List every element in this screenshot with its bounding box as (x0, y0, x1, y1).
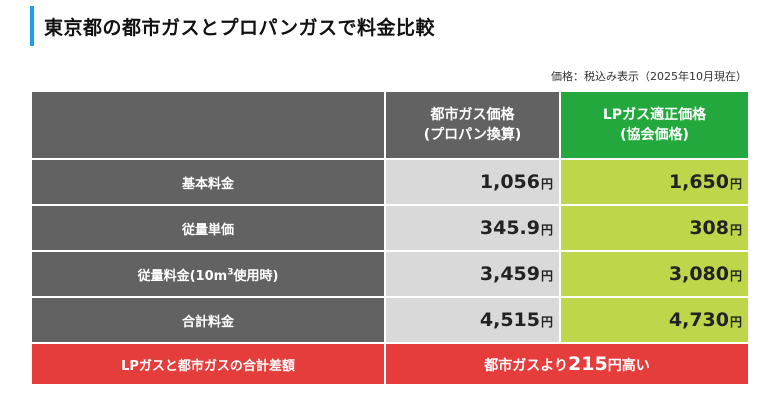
difference-label: LPガスと都市ガスの合計差額 (30, 342, 386, 386)
header-lp-line1: LPガス適正価格 (602, 107, 707, 123)
city-gas-value: 3,459円 (384, 250, 561, 298)
price-comparison-table: 都市ガス価格 (プロパン換算) LPガス適正価格 (協会価格) 基本料金 1,0… (30, 90, 750, 386)
row-label: 従量料金(10m3使用時) (30, 250, 386, 298)
lp-gas-value: 3,080円 (559, 250, 750, 298)
page-heading: 東京都の都市ガスとプロパンガスで料金比較 (30, 6, 750, 46)
table-row: 従量料金(10m3使用時) 3,459円 3,080円 (30, 250, 750, 298)
header-lp-gas: LPガス適正価格 (協会価格) (559, 90, 750, 160)
lp-gas-value: 308円 (559, 204, 750, 252)
table-row: 基本料金 1,056円 1,650円 (30, 158, 750, 206)
header-city-line2: (プロパン換算) (423, 127, 522, 143)
row-label: 基本料金 (30, 158, 386, 206)
row-label: 合計料金 (30, 296, 386, 344)
city-gas-value: 1,056円 (384, 158, 561, 206)
row-label: 従量単価 (30, 204, 386, 252)
table-row: 合計料金 4,515円 4,730円 (30, 296, 750, 344)
price-note: 価格：税込み表示（2025年10月現在） (551, 70, 747, 83)
header-city-line1: 都市ガス価格 (430, 107, 515, 123)
header-lp-line2: (協会価格) (620, 127, 689, 143)
table-row: 従量単価 345.9円 308円 (30, 204, 750, 252)
header-empty-cell (30, 90, 386, 160)
difference-row: LPガスと都市ガスの合計差額 都市ガスより215円高い (30, 342, 750, 386)
lp-gas-value: 1,650円 (559, 158, 750, 206)
heading-accent-bar (30, 6, 34, 46)
city-gas-value: 4,515円 (384, 296, 561, 344)
lp-gas-value: 4,730円 (559, 296, 750, 344)
city-gas-value: 345.9円 (384, 204, 561, 252)
difference-value: 都市ガスより215円高い (384, 342, 750, 386)
page-title: 東京都の都市ガスとプロパンガスで料金比較 (44, 16, 435, 39)
table-header-row: 都市ガス価格 (プロパン換算) LPガス適正価格 (協会価格) (30, 90, 750, 160)
header-city-gas: 都市ガス価格 (プロパン換算) (384, 90, 561, 160)
